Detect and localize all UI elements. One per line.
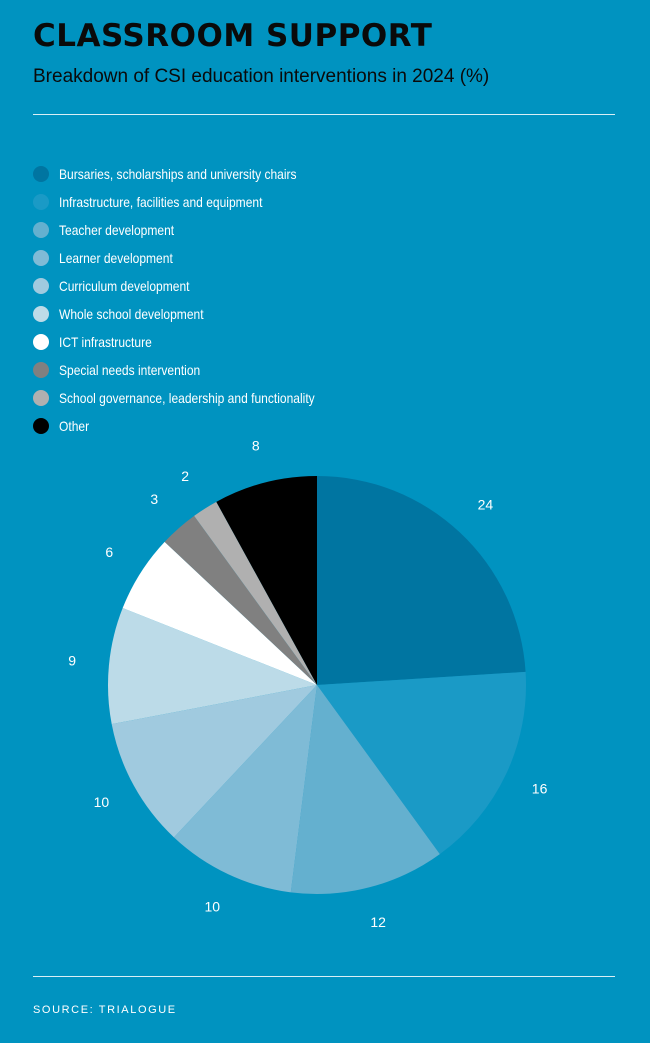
slice-data-label: 10	[94, 794, 110, 810]
legend-swatch	[33, 166, 49, 182]
legend-item: Whole school development	[33, 300, 356, 328]
pie-slice	[122, 541, 317, 685]
legend-label: School governance, leadership and functi…	[59, 390, 315, 406]
slice-data-label: 3	[150, 491, 158, 507]
pie-slice	[317, 671, 526, 855]
source-note: SOURCE: TRIALOGUE	[33, 1004, 177, 1016]
legend-item: Special needs intervention	[33, 356, 356, 384]
legend-swatch	[33, 278, 49, 294]
legend-label: Whole school development	[59, 306, 204, 322]
legend: Bursaries, scholarships and university c…	[33, 160, 356, 440]
slice-data-label: 24	[478, 496, 494, 512]
slice-data-label: 8	[252, 437, 260, 453]
legend-swatch	[33, 250, 49, 266]
top-divider	[33, 114, 615, 115]
legend-item: Infrastructure, facilities and equipment	[33, 188, 356, 216]
legend-item: Other	[33, 412, 356, 440]
pie-slice	[107, 608, 318, 725]
legend-item: Curriculum development	[33, 272, 356, 300]
legend-swatch	[33, 194, 49, 210]
pie-slice	[216, 476, 317, 685]
legend-label: Bursaries, scholarships and university c…	[59, 166, 297, 182]
legend-swatch	[33, 222, 49, 238]
legend-swatch	[33, 306, 49, 322]
legend-swatch	[33, 418, 49, 434]
legend-label: Curriculum development	[59, 278, 190, 294]
pie-slice	[290, 685, 440, 894]
slice-data-label: 6	[105, 544, 113, 560]
legend-item: Bursaries, scholarships and university c…	[33, 160, 356, 188]
legend-label: Special needs intervention	[59, 362, 201, 378]
legend-swatch	[33, 362, 49, 378]
pie-slice	[164, 515, 317, 685]
slice-data-label: 9	[68, 653, 76, 669]
legend-label: Infrastructure, facilities and equipment	[59, 194, 263, 210]
slice-data-label: 16	[532, 780, 548, 796]
legend-swatch	[33, 334, 49, 350]
slice-data-label: 2	[181, 468, 189, 484]
legend-label: Learner development	[59, 250, 173, 266]
legend-item: Learner development	[33, 244, 356, 272]
legend-item: ICT infrastructure	[33, 328, 356, 356]
legend-label: Teacher development	[59, 222, 175, 238]
slice-data-label: 12	[370, 914, 386, 930]
bottom-divider	[33, 976, 615, 977]
legend-label: Other	[59, 418, 90, 434]
legend-item: Teacher development	[33, 216, 356, 244]
pie-slice	[111, 685, 317, 838]
pie-slice	[173, 685, 317, 893]
chart-title: CLASSROOM SUPPORT	[33, 18, 433, 54]
legend-label: ICT infrastructure	[59, 334, 152, 350]
slice-data-label: 10	[204, 898, 220, 914]
legend-item: School governance, leadership and functi…	[33, 384, 356, 412]
pie-slice	[317, 476, 526, 685]
pie-slice	[194, 501, 317, 685]
chart-subtitle: Breakdown of CSI education interventions…	[33, 66, 490, 87]
legend-swatch	[33, 390, 49, 406]
